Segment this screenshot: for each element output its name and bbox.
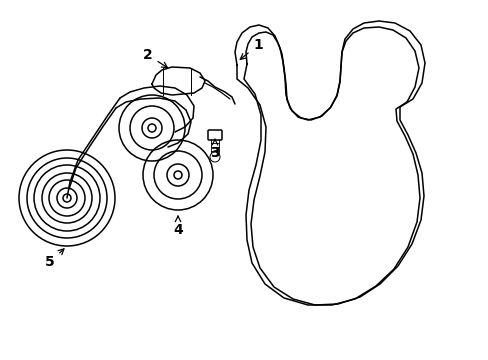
Text: 1: 1 [240, 38, 263, 59]
Text: 5: 5 [45, 249, 64, 269]
Text: 3: 3 [210, 139, 220, 160]
Text: 2: 2 [143, 48, 167, 68]
Text: 4: 4 [173, 216, 183, 237]
